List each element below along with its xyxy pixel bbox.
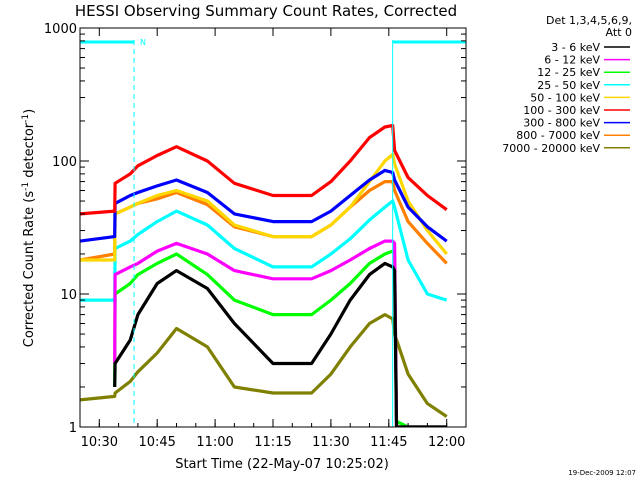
series-line [80, 168, 448, 243]
legend-label: 50 - 100 keV [530, 91, 600, 104]
legend-label: 25 - 50 keV [537, 79, 600, 92]
x-tick-label: 11:30 [312, 435, 349, 450]
series-line [80, 123, 448, 216]
y-axis-ticks: 1 10 100 1000 [44, 22, 466, 436]
legend-label: 300 - 800 keV [523, 117, 600, 130]
series-layer [80, 123, 448, 427]
timestamp: 19-Dec-2009 12:07 [568, 469, 636, 477]
legend-title-line-1: Det 1,3,4,5,6,9, [546, 14, 632, 27]
x-tick-label: 11:15 [254, 435, 291, 450]
y-tick-label: 1 [69, 421, 77, 436]
x-tick-label: 11:45 [370, 435, 407, 450]
legend-label: 7000 - 20000 keV [502, 142, 600, 155]
legend-title-line-2: Att 0 [606, 26, 632, 39]
y-axis-label: Corrected Count Rate (s-1 detector-1) [21, 109, 37, 347]
x-axis-label: Start Time (22-May-07 10:25:02) [175, 457, 389, 472]
y-tick-label: 10 [60, 288, 77, 303]
x-tick-label: 12:00 [428, 435, 465, 450]
series-line [80, 199, 448, 302]
legend-label: 12 - 25 keV [537, 66, 600, 79]
chart-title: HESSI Observing Summary Count Rates, Cor… [75, 2, 457, 20]
legend-label: 6 - 12 keV [544, 54, 600, 67]
legend-label: 3 - 6 keV [551, 41, 600, 54]
series-line [80, 152, 448, 262]
flag-marker-label: N [140, 38, 146, 47]
x-tick-label: 10:45 [138, 435, 175, 450]
x-axis-ticks: 10:30 10:45 11:00 11:15 11:30 11:45 12:00 [79, 28, 467, 450]
legend-label: 800 - 7000 keV [516, 129, 600, 142]
x-tick-label: 11:00 [196, 435, 233, 450]
legend-label: 100 - 300 keV [523, 104, 600, 117]
series-line [113, 261, 447, 427]
y-tick-label: 100 [52, 155, 77, 170]
y-tick-label: 1000 [44, 22, 77, 37]
x-tick-label: 10:30 [81, 435, 118, 450]
